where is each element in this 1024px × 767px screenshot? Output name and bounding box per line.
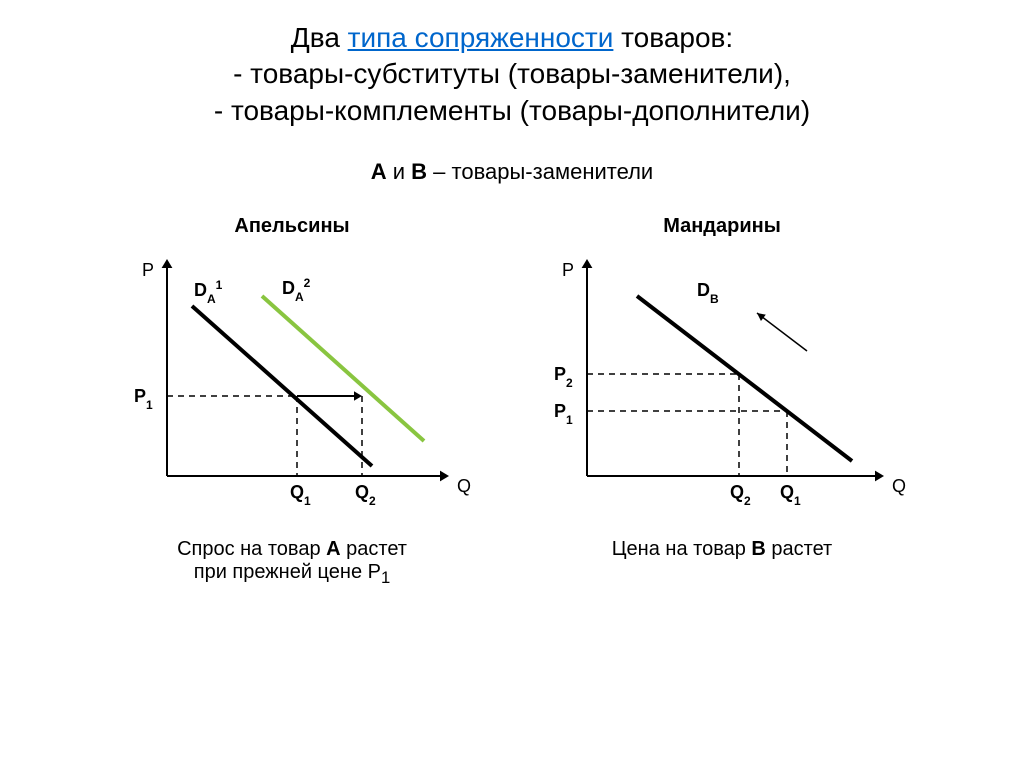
title-line-3: - товары-комплементы (товары-дополнители… [0,93,1024,129]
chart-b-svg: P Q P1 P2 Q1 Q2 DB [532,246,912,526]
chart-b-caption-text1b: растет [766,538,832,560]
charts-row: Апельсины PQP1Q1Q2DA1DA2 Спрос на товар … [0,215,1024,588]
svg-text:Q1: Q1 [780,482,801,508]
title-line-2: - товары-субституты (товары-заменители), [0,56,1024,92]
chart-a-caption-text2: при прежней цене P [194,561,381,583]
chart-b-title: Мандарины [663,215,781,238]
chart-a-caption-bold: А [326,538,340,560]
title-post: товаров: [613,22,733,53]
chart-b-caption-text1: Цена на товар [612,538,752,560]
chart-a-block: Апельсины P Q P1 Q1 Q2 DA1 DA2 Спрос на товар … [112,215,472,588]
chart-a-caption-text1: Спрос на товар [177,538,326,560]
svg-text:P2: P2 [554,364,573,390]
chart-a-caption-line1: Спрос на товар А растет [177,538,407,561]
chart-a-svg: P Q P1 Q1 Q2 DA1 DA2 [112,246,472,526]
chart-b-caption-bold: В [751,538,765,560]
chart-b-caption: Цена на товар В растет [612,538,832,561]
chart-a-title: Апельсины [234,215,349,238]
svg-text:DB: DB [697,280,719,306]
page: Два типа сопряженности товаров: - товары… [0,0,1024,767]
title-pre: Два [291,22,348,53]
svg-text:Q: Q [892,476,906,496]
svg-text:P: P [142,260,154,280]
subtitle-suffix: – товары-заменители [427,159,653,184]
subtitle-a: А [371,159,387,184]
chart-a-caption: Спрос на товар А растет при прежней цене… [177,538,407,588]
title-link: типа сопряженности [348,22,614,53]
svg-text:Q2: Q2 [730,482,751,508]
title-line-1: Два типа сопряженности товаров: [0,20,1024,56]
subtitle-b: В [411,159,427,184]
svg-text:Q2: Q2 [355,482,376,508]
subtitle: А и В – товары-заменители [0,159,1024,185]
svg-text:DA1: DA1 [194,278,223,306]
chart-b-caption-line1: Цена на товар В растет [612,538,832,561]
svg-text:DA2: DA2 [282,276,311,304]
svg-text:P1: P1 [134,386,153,412]
svg-text:P: P [562,260,574,280]
chart-a-caption-sub: 1 [381,568,390,587]
chart-a-caption-line2: при прежней цене P1 [177,561,407,588]
subtitle-mid: и [387,159,412,184]
svg-text:P1: P1 [554,401,573,427]
svg-text:Q: Q [457,476,471,496]
svg-text:Q1: Q1 [290,482,311,508]
page-title: Два типа сопряженности товаров: - товары… [0,0,1024,129]
chart-a-caption-text1b: растет [341,538,407,560]
chart-b-block: Мандарины P Q P1 P2 Q1 Q2 DB Цена на товар В р… [532,215,912,588]
